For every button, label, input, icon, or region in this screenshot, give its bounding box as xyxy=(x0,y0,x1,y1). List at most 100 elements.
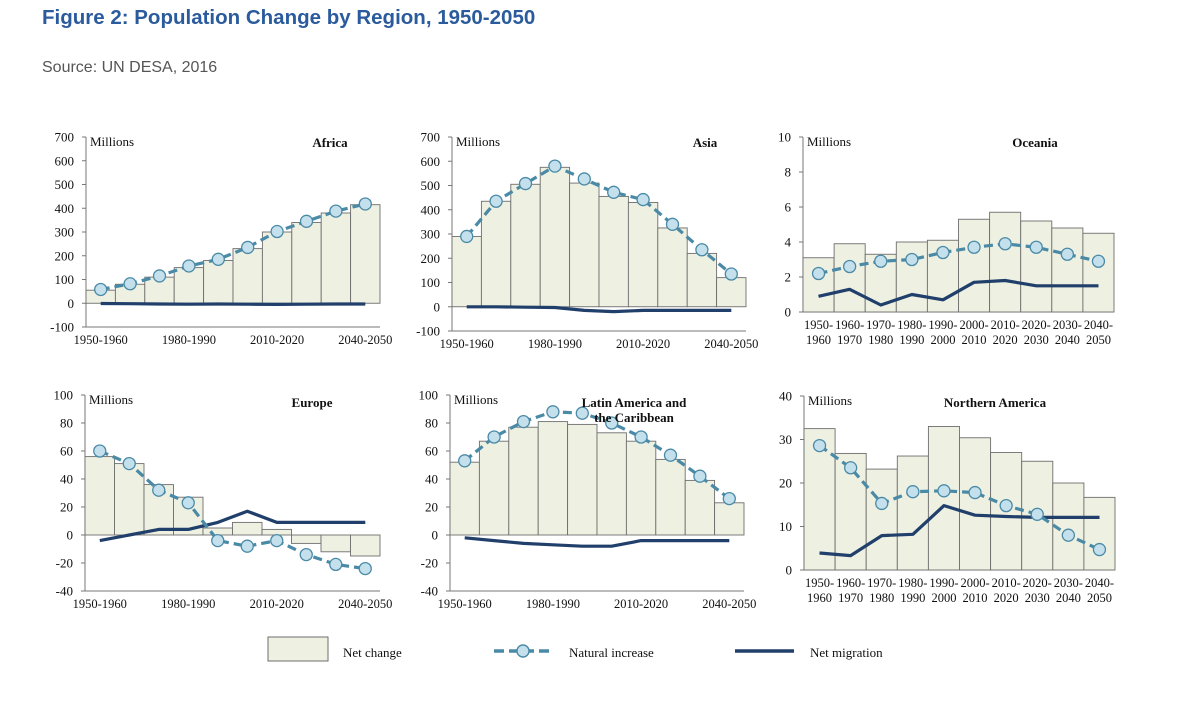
net-change-bar xyxy=(896,455,929,571)
net-change-bar xyxy=(173,267,205,304)
net-change-bar xyxy=(1051,227,1084,313)
x-tick-label: 1950-1960 xyxy=(440,337,494,351)
natural-increase-point xyxy=(299,547,313,562)
natural-increase-line xyxy=(100,202,366,292)
natural-increase-point xyxy=(358,561,372,576)
y-tick-label: 40 xyxy=(779,389,792,404)
y-tick-label: -20 xyxy=(56,556,73,571)
natural-increase-point xyxy=(358,197,372,211)
x-tick-label: 1960-1970 xyxy=(836,576,865,605)
net-change-bar xyxy=(686,252,718,308)
chart-panel-oceania: 0 2 4 6 8 10 Millions Oceania 1950-19601960-1970… xyxy=(778,130,1115,347)
y-tick-label: -100 xyxy=(50,320,74,335)
net-change-bar xyxy=(802,257,835,313)
units-label: Millions xyxy=(808,393,852,408)
y-tick-label: 10 xyxy=(778,130,791,145)
natural-increase-point xyxy=(1029,240,1043,254)
x-tick-label: 2010-2020 xyxy=(614,597,668,611)
natural-increase-point xyxy=(1091,254,1106,268)
legend-net-change-swatch xyxy=(267,636,329,662)
net-change-bar xyxy=(625,440,657,536)
x-tick-label: 2030-2040 xyxy=(1054,576,1083,605)
x-tick-label: 2010-2020 xyxy=(250,333,304,347)
y-tick-label: -40 xyxy=(421,584,438,599)
y-tick-label: -100 xyxy=(416,324,440,339)
legend-natural-increase-marker xyxy=(516,644,530,658)
net-change-bar xyxy=(232,521,263,536)
chart-panel-latin-america-and-the-caribbean: -40 -20 0 20 40 60 80 100 Millions Latin America … xyxy=(419,388,757,612)
net-change-bar xyxy=(627,202,659,308)
y-tick-label: 0 xyxy=(786,563,793,578)
natural-increase-point xyxy=(240,539,254,553)
net-change-bar xyxy=(261,231,293,304)
figure-source: Source: UN DESA, 2016 xyxy=(42,59,218,76)
x-tick-label: 1950-1960 xyxy=(438,597,492,611)
chart-panel-northern-america: 0 10 20 30 40 Millions Northern America 1950-19… xyxy=(779,389,1116,605)
net-change-bar xyxy=(539,166,571,308)
legend-net-migration-label: Net migration xyxy=(810,645,883,660)
y-tick-label: 100 xyxy=(55,272,75,287)
natural-increase-line xyxy=(818,444,1101,552)
y-tick-label: 500 xyxy=(421,178,441,193)
y-tick-label: 30 xyxy=(779,432,792,447)
y-tick-label: 100 xyxy=(419,388,439,403)
natural-increase-line xyxy=(463,410,731,500)
y-tick-label: 80 xyxy=(425,416,438,431)
natural-increase-point xyxy=(487,430,501,444)
net-migration-line xyxy=(464,536,730,548)
y-tick-label: 60 xyxy=(60,444,73,459)
natural-increase-point xyxy=(548,159,562,173)
units-label: Millions xyxy=(89,392,133,407)
y-tick-label: 6 xyxy=(785,200,792,215)
natural-increase-point xyxy=(299,214,314,228)
natural-increase-point xyxy=(270,224,284,239)
net-change-bar xyxy=(714,502,745,536)
region-label: Oceania xyxy=(1012,135,1058,150)
natural-increase-point xyxy=(999,498,1013,513)
y-tick-label: 60 xyxy=(425,444,438,459)
net-migration-line xyxy=(100,301,366,306)
natural-increase-point xyxy=(811,266,826,281)
natural-increase-point xyxy=(905,252,919,267)
chart-panel-europe: -40 -20 0 20 40 60 80 100 Millions Europe 1950-196… xyxy=(54,388,393,612)
natural-increase-point xyxy=(875,496,889,511)
x-tick-label: 1980-1990 xyxy=(526,597,580,611)
natural-increase-point xyxy=(693,469,707,483)
natural-increase-point xyxy=(152,269,167,283)
natural-increase-point xyxy=(182,259,196,273)
y-tick-label: 700 xyxy=(55,130,75,145)
x-tick-label: 2000-2010 xyxy=(960,576,989,605)
units-label: Millions xyxy=(90,134,134,149)
y-tick-label: 0 xyxy=(434,299,441,314)
net-change-bar xyxy=(537,421,569,536)
natural-increase-point xyxy=(636,192,650,207)
natural-increase-point xyxy=(665,217,680,231)
x-tick-label: 1990-2000 xyxy=(928,318,957,347)
y-tick-label: 10 xyxy=(779,519,792,534)
x-tick-label: 1980-1990 xyxy=(528,337,582,351)
x-tick-label: 2010-2020 xyxy=(616,337,670,351)
y-tick-label: 40 xyxy=(425,472,438,487)
natural-increase-point xyxy=(1060,247,1074,261)
y-tick-label: 200 xyxy=(421,251,441,266)
net-change-bar xyxy=(203,260,234,304)
natural-increase-point xyxy=(460,229,474,244)
x-tick-label: 2010-2020 xyxy=(991,318,1020,347)
y-tick-label: 100 xyxy=(54,388,74,403)
net-change-bar xyxy=(927,426,960,571)
net-change-bar xyxy=(1083,496,1116,571)
net-change-bar xyxy=(232,248,263,304)
natural-increase-point xyxy=(937,484,951,498)
x-tick-label: 1960-1970 xyxy=(835,318,864,347)
x-tick-label: 1950-1960 xyxy=(73,597,127,611)
units-label: Millions xyxy=(456,134,500,149)
net-migration-line xyxy=(466,305,732,314)
net-change-bar xyxy=(716,277,747,308)
natural-increase-point xyxy=(695,243,709,257)
net-change-bar xyxy=(596,432,627,536)
y-tick-label: 600 xyxy=(421,154,441,169)
y-tick-label: -40 xyxy=(56,584,73,599)
natural-increase-point xyxy=(152,483,166,497)
chart-panel-africa: -100 0 100 200 300 400 500 600 700 Millions Africa… xyxy=(50,130,392,348)
